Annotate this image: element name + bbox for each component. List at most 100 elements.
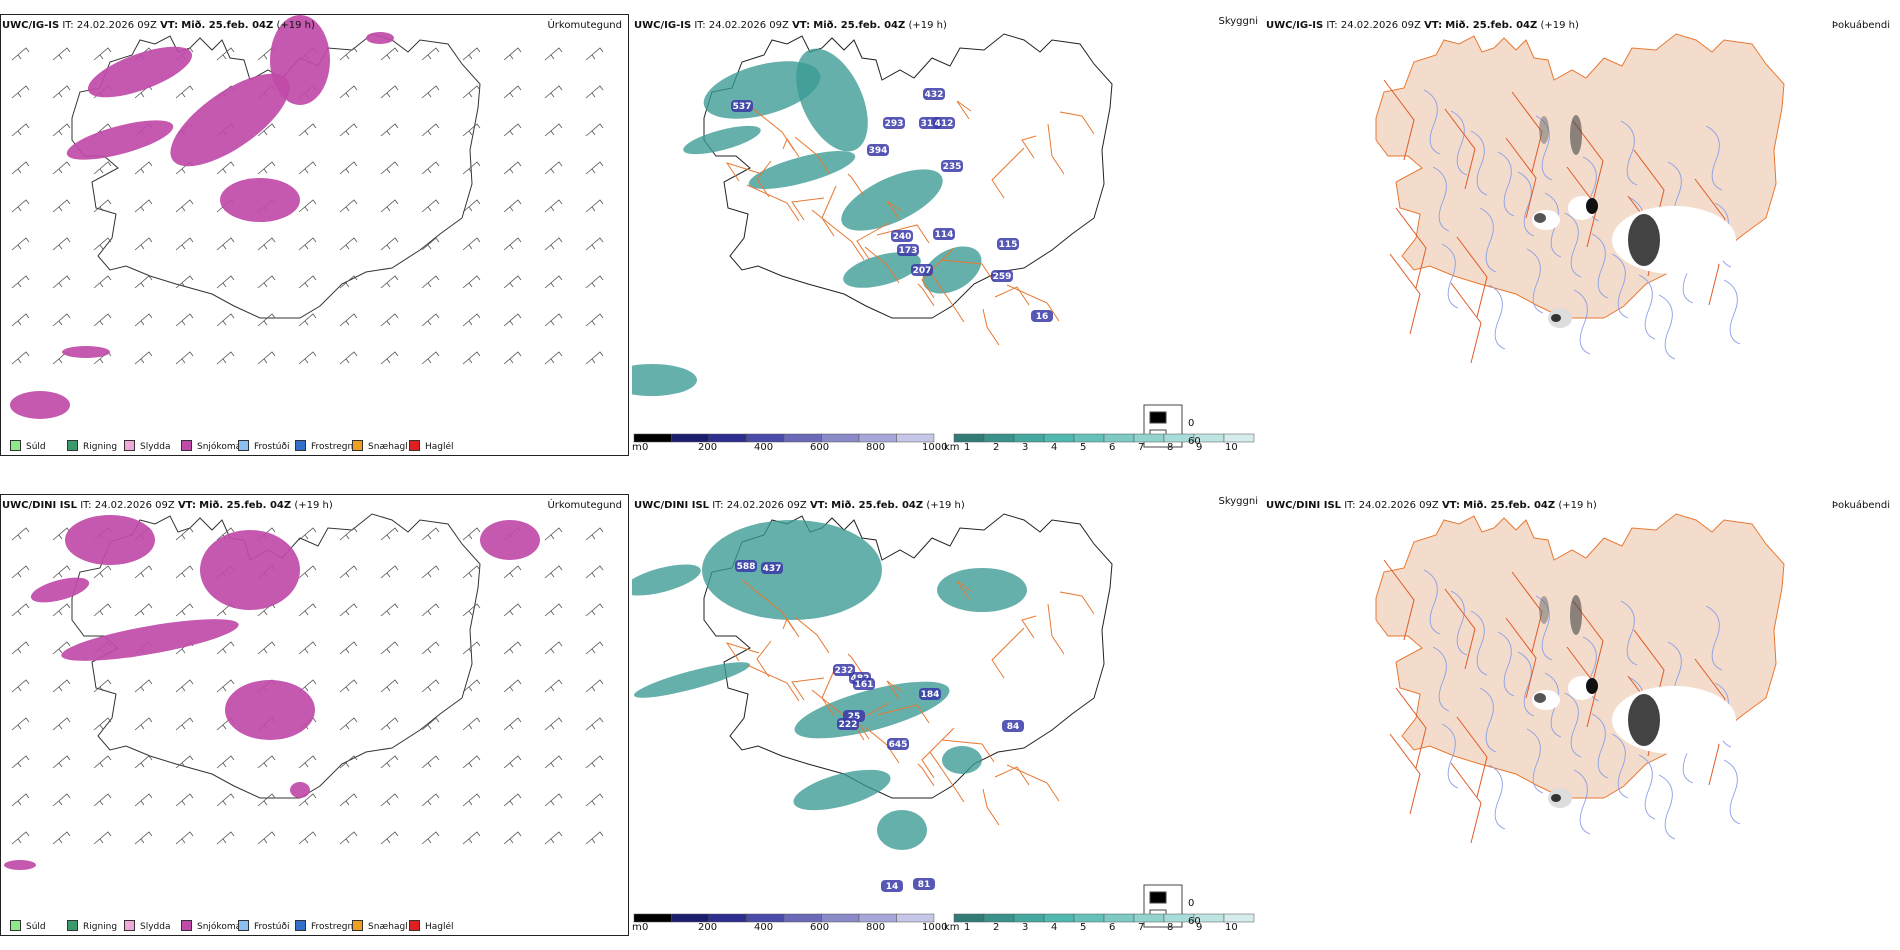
- wind-barb: [503, 793, 522, 807]
- snow-area: [62, 346, 110, 358]
- wind-barb: [380, 527, 399, 541]
- road: [847, 173, 865, 197]
- road: [876, 704, 930, 724]
- wind-barb: [175, 237, 194, 251]
- wind-barb: [257, 351, 276, 365]
- wind-barb: [134, 199, 153, 213]
- wind-barb: [380, 755, 399, 769]
- wind-barb: [257, 275, 276, 289]
- visibility-map: 58843723248216118425222645841481: [632, 513, 1183, 928]
- river: [1723, 279, 1741, 345]
- wind-barb: [421, 831, 440, 845]
- wind-barb: [11, 351, 30, 365]
- low-visibility-area: [793, 769, 891, 811]
- legend-swatch: [10, 920, 21, 931]
- road: [1444, 108, 1476, 190]
- wind-barb: [93, 565, 112, 579]
- road: [886, 680, 902, 700]
- road: [746, 184, 800, 222]
- cloud-base-value: 588: [737, 562, 756, 572]
- visibility-tick: 1: [964, 442, 971, 453]
- cloud-base-bin: [896, 913, 935, 923]
- wind-barb: [585, 717, 604, 731]
- wind-barb: [421, 755, 440, 769]
- issue-label: IT:: [1326, 20, 1338, 31]
- road: [917, 283, 935, 307]
- cloud-base-unit: m: [632, 922, 642, 933]
- road: [1444, 588, 1476, 670]
- precip-type-legend: Súld Rigning Slydda Snjókoma Frostúði Frostre…: [4, 440, 624, 454]
- wind-barb: [257, 123, 276, 137]
- legend-label: Slydda: [140, 922, 171, 932]
- panel-title-precip-type: Úrkomutegund: [547, 500, 622, 511]
- snow-area: [10, 391, 70, 419]
- cloud-base-value: 235: [943, 162, 962, 172]
- road: [921, 727, 955, 779]
- cloud-base-label: 394: [867, 144, 889, 156]
- cloud-base-value: 293: [885, 119, 904, 129]
- visibility-tick: 6: [1109, 922, 1116, 933]
- river: [1573, 289, 1591, 355]
- wind-barb: [585, 237, 604, 251]
- road: [1383, 559, 1415, 641]
- wind-barb: [544, 717, 563, 731]
- wind-barb: [585, 47, 604, 61]
- wind-barb: [421, 85, 440, 99]
- wind-barb: [257, 755, 276, 769]
- road: [725, 642, 760, 662]
- river: [1611, 733, 1629, 799]
- river: [1479, 687, 1497, 753]
- cloud-base-label: 645: [887, 738, 909, 750]
- issue-time: 24.02.2026 09Z: [1358, 500, 1439, 511]
- cloud-base-scale: [633, 433, 935, 443]
- wind-barb: [380, 641, 399, 655]
- wind-barb: [585, 313, 604, 327]
- wind-barb: [380, 603, 399, 617]
- cloud-base-tick: 600: [810, 922, 830, 933]
- low-visibility-area: [843, 252, 921, 288]
- road: [1389, 253, 1421, 335]
- legend-label: Súld: [26, 442, 46, 452]
- wind-barb: [421, 237, 440, 251]
- wind-barb: [298, 527, 317, 541]
- visibility-bin: [1043, 433, 1075, 443]
- wind-barb: [298, 679, 317, 693]
- wind-barb: [339, 641, 358, 655]
- road: [886, 200, 902, 220]
- panel-header: UWC/DINI ISL IT: 24.02.2026 09Z VT: Mið.…: [634, 500, 965, 511]
- river: [1497, 631, 1515, 697]
- legend-label: Haglél: [425, 442, 454, 452]
- wind-barb: [380, 275, 399, 289]
- snow-area: [30, 577, 90, 603]
- cloud-base-label: 84: [1002, 720, 1024, 732]
- wind-barb: [339, 793, 358, 807]
- wind-barb: [585, 793, 604, 807]
- cloud-base-label: 161: [853, 678, 875, 690]
- cloud-base-bin: [821, 913, 860, 923]
- wind-barb: [93, 755, 112, 769]
- road: [791, 677, 825, 701]
- low-visibility-area: [877, 810, 927, 850]
- visibility-tick: 5: [1080, 442, 1087, 453]
- river: [1723, 759, 1741, 825]
- wind-barb: [503, 679, 522, 693]
- fog-swatch-black: [1149, 891, 1167, 904]
- wind-barb: [298, 603, 317, 617]
- road: [1021, 615, 1037, 639]
- river: [1517, 651, 1535, 717]
- wind-barb: [11, 237, 30, 251]
- wind-barb: [503, 85, 522, 99]
- wind-barb: [298, 275, 317, 289]
- fog-legend-label-0: 0: [1188, 418, 1195, 429]
- wind-barb: [93, 679, 112, 693]
- river: [1591, 713, 1609, 779]
- snow-area: [220, 178, 300, 222]
- cloud-base-marker: [735, 560, 757, 572]
- river: [1620, 600, 1638, 666]
- precip-type-panel: UWC/IG-IS IT: 24.02.2026 09Z VT: Mið. 25…: [0, 0, 630, 456]
- road: [756, 160, 772, 198]
- fog-index-panel: UWC/DINI ISL IT: 24.02.2026 09Z VT: Mið.…: [1264, 480, 1894, 936]
- wind-barb: [462, 565, 481, 579]
- wind-barb: [421, 603, 440, 617]
- wind-barb: [257, 237, 276, 251]
